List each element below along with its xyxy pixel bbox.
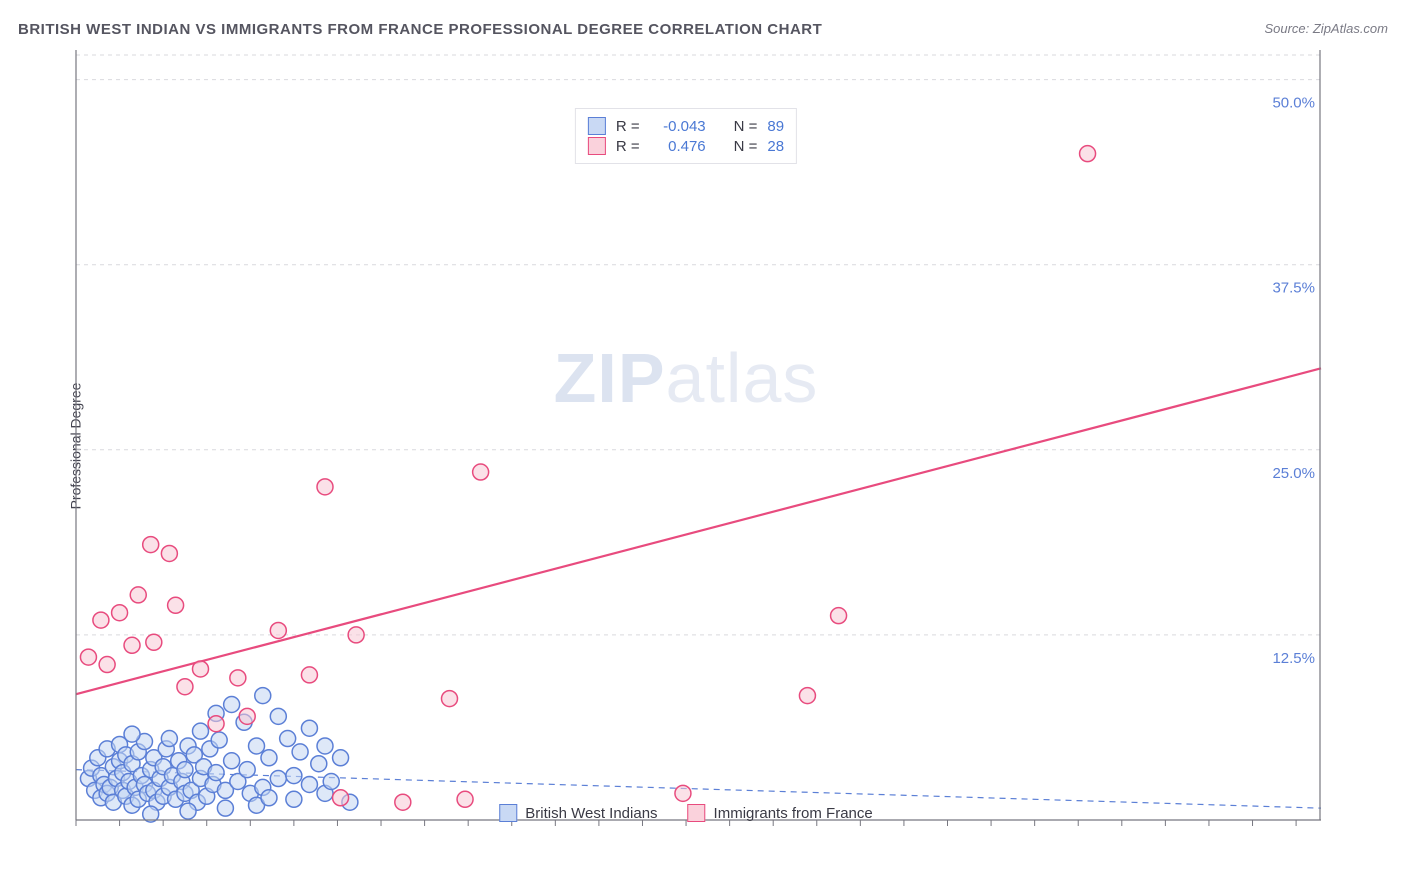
svg-text:25.0%: 25.0% — [1272, 465, 1315, 482]
source-prefix: Source: — [1264, 21, 1312, 36]
legend-stats-row-0: R = -0.043 N = 89 — [588, 117, 784, 135]
r-value-0: -0.043 — [650, 118, 706, 135]
legend-stats-row-1: R = 0.476 N = 28 — [588, 137, 784, 155]
legend-series-swatch-1 — [688, 804, 706, 822]
svg-text:37.5%: 37.5% — [1272, 280, 1315, 297]
svg-text:0.0%: 0.0% — [58, 827, 92, 830]
chart-area: ZIPatlas 12.5%25.0%37.5%50.0%0.0%40.0% R… — [46, 50, 1326, 830]
legend-swatch-0 — [588, 117, 606, 135]
legend-series-swatch-0 — [499, 804, 517, 822]
n-label-1: N = — [734, 138, 758, 155]
svg-text:50.0%: 50.0% — [1272, 95, 1315, 112]
svg-text:12.5%: 12.5% — [1272, 650, 1315, 667]
legend-series: British West Indians Immigrants from Fra… — [499, 804, 872, 822]
source-name: ZipAtlas.com — [1313, 21, 1388, 36]
n-value-0: 89 — [767, 118, 784, 135]
scatter-chart: 12.5% 25.0% 37.5% 50.0% 0.0% 40.0% — [46, 50, 1326, 830]
chart-title: BRITISH WEST INDIAN VS IMMIGRANTS FROM F… — [18, 21, 822, 38]
legend-swatch-1 — [588, 137, 606, 155]
legend-series-label-0: British West Indians — [525, 805, 657, 822]
r-label-1: R = — [616, 138, 640, 155]
legend-series-item-1: Immigrants from France — [688, 804, 873, 822]
n-label-0: N = — [734, 118, 758, 135]
n-value-1: 28 — [767, 138, 784, 155]
r-label-0: R = — [616, 118, 640, 135]
source-attribution: Source: ZipAtlas.com — [1264, 20, 1388, 38]
legend-series-label-1: Immigrants from France — [714, 805, 873, 822]
r-value-1: 0.476 — [650, 138, 706, 155]
svg-text:40.0%: 40.0% — [1282, 827, 1325, 830]
legend-stats: R = -0.043 N = 89 R = 0.476 N = 28 — [575, 108, 797, 164]
legend-series-item-0: British West Indians — [499, 804, 657, 822]
